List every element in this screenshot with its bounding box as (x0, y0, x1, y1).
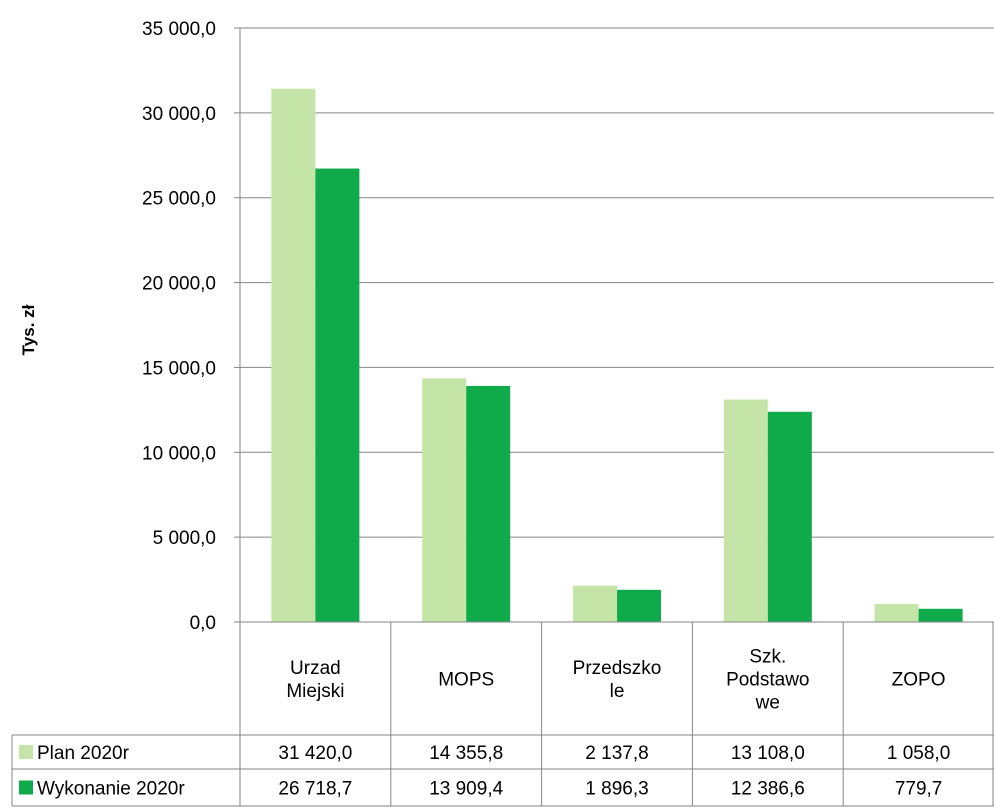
table-value: 1 058,0 (887, 743, 950, 764)
y-tick-label: 15 000,0 (142, 358, 216, 379)
category-label: le (610, 681, 625, 702)
legend-label: Wykonanie 2020r (37, 779, 185, 800)
category-label: Miejski (286, 681, 344, 702)
legend-swatch (19, 745, 33, 759)
y-tick-labels: 0,0 5 000,0 10 000,0 15 000,0 20 000,0 25 000… (142, 19, 216, 634)
y-tick-label: 35 000,0 (142, 19, 216, 40)
y-tick-label: 10 000,0 (142, 443, 216, 464)
bar-plan (422, 378, 467, 622)
legend-swatch (19, 780, 33, 795)
category-label: ZOPO (892, 670, 946, 691)
category-label: Szk. (749, 647, 786, 668)
table-value: 14 355,8 (429, 743, 503, 764)
y-tick-label: 5 000,0 (153, 528, 216, 549)
bar-plan (874, 604, 919, 622)
axes (11, 27, 994, 807)
table-value: 13 108,0 (731, 743, 805, 764)
category-label: MOPS (438, 670, 494, 691)
category-label: we (755, 693, 780, 714)
y-tick-label: 0,0 (190, 613, 216, 634)
bar-wykonanie (466, 385, 511, 622)
gridlines (240, 27, 994, 538)
table-value: 779,7 (895, 779, 943, 800)
y-tick-label: 30 000,0 (142, 104, 216, 125)
table-value: 12 386,6 (731, 779, 805, 800)
data-table: Plan 2020r 31 420,0 14 355,8 2 137,8 13 108,… (19, 743, 950, 800)
bar-plan (271, 88, 316, 623)
bar-wykonanie (767, 411, 812, 622)
table-value: 13 909,4 (429, 779, 503, 800)
bars (271, 88, 963, 623)
bar-wykonanie (617, 589, 661, 622)
category-label: Urzad (290, 658, 341, 679)
bar-plan (723, 399, 768, 622)
y-tick-label: 20 000,0 (142, 274, 216, 295)
table-value: 31 420,0 (278, 743, 352, 764)
category-label: Przedszko (573, 658, 662, 679)
table-value: 2 137,8 (585, 743, 648, 764)
table-value: 26 718,7 (278, 779, 352, 800)
category-label: Podstawo (726, 670, 809, 691)
y-axis-label: Tys. zł (19, 304, 38, 355)
legend-label: Plan 2020r (37, 743, 130, 764)
bar-wykonanie (918, 608, 963, 622)
bar-wykonanie (315, 168, 360, 623)
bar-plan (573, 585, 617, 622)
table-value: 1 896,3 (585, 779, 648, 800)
y-tick-label: 25 000,0 (142, 189, 216, 210)
